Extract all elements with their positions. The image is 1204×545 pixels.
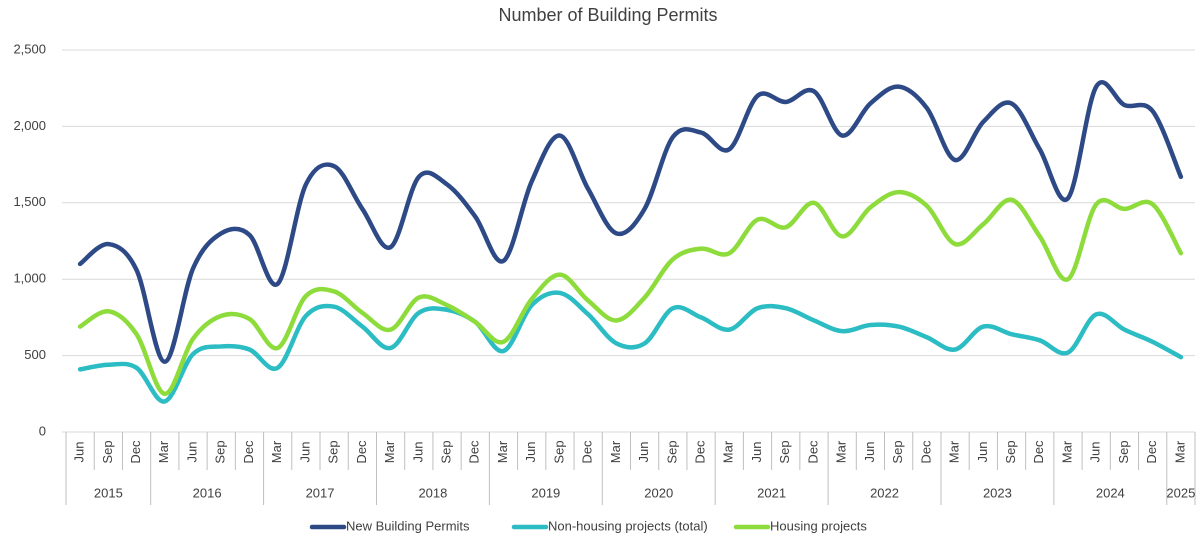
year-label: 2019 xyxy=(531,485,560,500)
x-tick-label: Sep xyxy=(664,440,679,463)
x-tick-label: Dec xyxy=(918,440,933,464)
x-tick-label: Dec xyxy=(805,440,820,464)
year-label: 2024 xyxy=(1096,485,1125,500)
x-tick-label: Sep xyxy=(551,440,566,463)
year-label: 2025 xyxy=(1166,485,1195,500)
x-tick-label: Jun xyxy=(1088,442,1103,463)
x-tick-label: Jun xyxy=(749,442,764,463)
x-tick-label: Sep xyxy=(1116,440,1131,463)
x-tick-label: Sep xyxy=(213,440,228,463)
x-tick-label: Jun xyxy=(184,442,199,463)
x-tick-label: Mar xyxy=(495,440,510,463)
y-tick-label: 1,000 xyxy=(13,271,46,286)
x-tick-label: Mar xyxy=(156,440,171,463)
x-tick-label: Jun xyxy=(975,442,990,463)
x-tick-label: Sep xyxy=(890,440,905,463)
year-label: 2016 xyxy=(193,485,222,500)
series-line xyxy=(77,189,1184,397)
x-tick-label: Dec xyxy=(580,440,595,464)
x-tick-label: Jun xyxy=(862,442,877,463)
x-tick-label: Mar xyxy=(1172,440,1187,463)
x-tick-label: Jun xyxy=(523,442,538,463)
x-tick-label: Jun xyxy=(636,442,651,463)
y-tick-label: 2,000 xyxy=(13,118,46,133)
x-tick-label: Dec xyxy=(241,440,256,464)
x-tick-label: Sep xyxy=(100,440,115,463)
x-tick-label: Mar xyxy=(1059,440,1074,463)
x-tick-label: Jun xyxy=(72,442,87,463)
legend-label: Housing projects xyxy=(770,518,867,533)
y-tick-label: 0 xyxy=(39,423,46,438)
x-tick-label: Dec xyxy=(1144,440,1159,464)
series-line xyxy=(77,80,1184,364)
series-line xyxy=(77,290,1184,404)
year-label: 2021 xyxy=(757,485,786,500)
chart-title: Number of Building Permits xyxy=(498,5,717,25)
year-label: 2023 xyxy=(983,485,1012,500)
legend-label: New Building Permits xyxy=(346,518,470,533)
year-label: 2017 xyxy=(306,485,335,500)
x-tick-label: Jun xyxy=(410,442,425,463)
year-label: 2022 xyxy=(870,485,899,500)
x-tick-label: Dec xyxy=(693,440,708,464)
year-label: 2020 xyxy=(644,485,673,500)
year-label: 2018 xyxy=(418,485,447,500)
x-tick-label: Sep xyxy=(777,440,792,463)
x-tick-label: Mar xyxy=(721,440,736,463)
year-label: 2015 xyxy=(94,485,123,500)
y-tick-label: 500 xyxy=(24,347,46,362)
x-tick-label: Dec xyxy=(467,440,482,464)
x-tick-label: Mar xyxy=(382,440,397,463)
y-tick-label: 2,500 xyxy=(13,41,46,56)
x-tick-label: Mar xyxy=(608,440,623,463)
x-tick-label: Sep xyxy=(326,440,341,463)
x-tick-label: Mar xyxy=(947,440,962,463)
x-tick-label: Sep xyxy=(438,440,453,463)
legend-label: Non-housing projects (total) xyxy=(548,518,708,533)
x-tick-label: Dec xyxy=(1031,440,1046,464)
y-tick-label: 1,500 xyxy=(13,194,46,209)
x-tick-label: Sep xyxy=(1003,440,1018,463)
x-tick-label: Mar xyxy=(834,440,849,463)
x-tick-label: Dec xyxy=(128,440,143,464)
x-tick-label: Mar xyxy=(269,440,284,463)
x-tick-label: Jun xyxy=(297,442,312,463)
x-tick-label: Dec xyxy=(354,440,369,464)
